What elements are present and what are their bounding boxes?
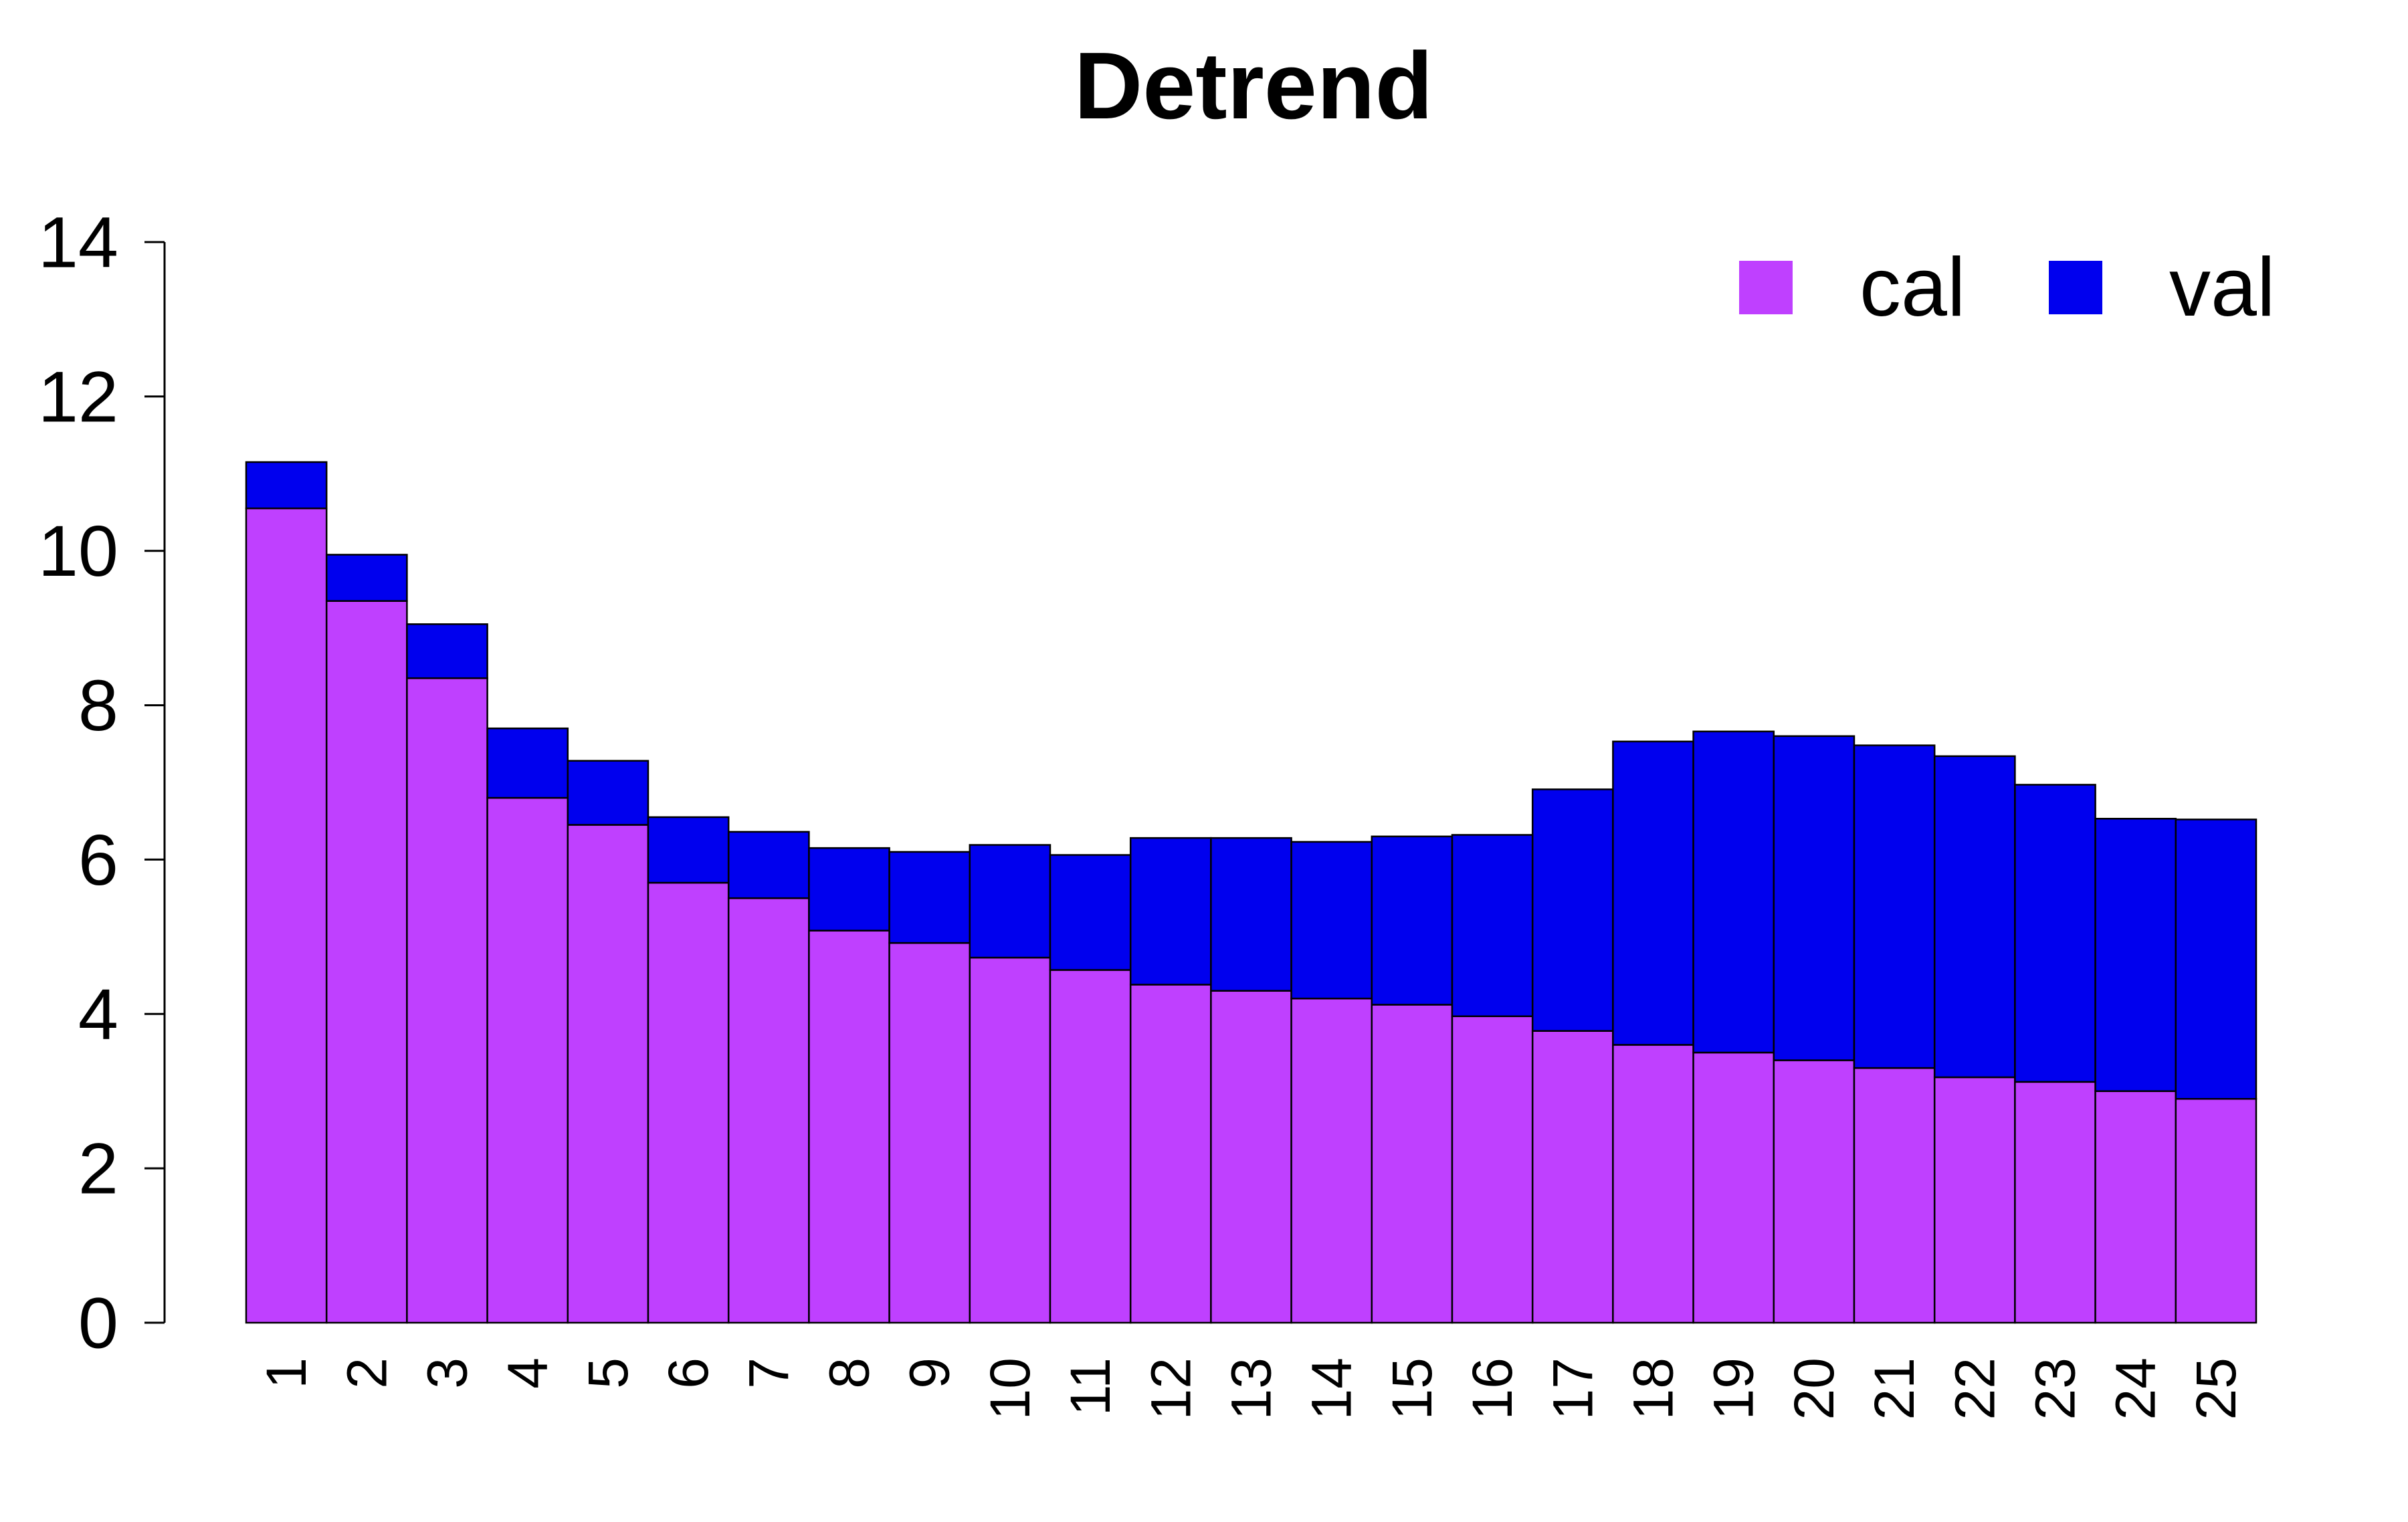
bar-val-22: [1933, 755, 2016, 1079]
bar-cal-11: [1049, 969, 1132, 1324]
bar-val-24: [2094, 818, 2177, 1092]
x-tick-label: 21: [1863, 1357, 1926, 1420]
x-tick-label: 12: [1139, 1357, 1202, 1420]
x-tick-label: 7: [737, 1357, 800, 1389]
bar-cal-14: [1290, 997, 1373, 1324]
x-tick-label: 8: [818, 1357, 881, 1389]
x-tick-label: 16: [1461, 1357, 1524, 1420]
bar-val-8: [808, 847, 890, 932]
bar-val-14: [1290, 841, 1373, 1000]
bar-val-19: [1692, 730, 1775, 1054]
chart-title: Detrend: [1074, 33, 1433, 139]
bar-val-23: [2014, 784, 2096, 1083]
y-tick-label: 4: [78, 974, 118, 1055]
bar-val-5: [567, 760, 649, 826]
bar-val-18: [1612, 740, 1694, 1046]
bar-cal-8: [808, 930, 890, 1324]
bar-cal-18: [1612, 1044, 1694, 1324]
x-tick-label: 9: [898, 1357, 961, 1389]
y-tick-label: 0: [78, 1283, 118, 1364]
x-tick-label: 13: [1220, 1357, 1283, 1420]
bar-val-2: [325, 554, 408, 602]
y-tick-label: 14: [38, 202, 118, 283]
bar-cal-3: [406, 677, 488, 1324]
y-tick-label: 8: [78, 665, 118, 746]
y-tick-label: 10: [38, 510, 118, 591]
bar-val-10: [969, 844, 1051, 959]
bar-val-6: [647, 816, 730, 884]
bar-val-4: [486, 727, 569, 799]
bar-cal-12: [1129, 984, 1212, 1324]
bar-cal-17: [1531, 1030, 1614, 1324]
bar-cal-4: [486, 796, 569, 1324]
bar-cal-5: [567, 824, 649, 1324]
x-tick-label: 1: [255, 1357, 318, 1389]
x-tick-label: 22: [1943, 1357, 2006, 1420]
x-axis: 1 2 3 4 5 6 7 8 9 10 11 12 13 14 15 16 17 18 19 20 21 22 23 24 2…: [255, 1357, 2247, 1420]
y-tick-label: 12: [38, 356, 118, 437]
bar-val-21: [1853, 744, 1936, 1069]
bar-val-20: [1773, 735, 1855, 1061]
bars: [245, 461, 2258, 1324]
x-tick-label: 2: [335, 1357, 398, 1389]
x-tick-label: 23: [2024, 1357, 2087, 1420]
bar-cal-13: [1210, 990, 1292, 1324]
legend: cal val: [1739, 241, 2276, 334]
bar-val-1: [245, 461, 328, 510]
bar-cal-2: [325, 600, 408, 1324]
bar-cal-9: [888, 942, 971, 1324]
x-tick-label: 10: [979, 1357, 1041, 1420]
bar-val-3: [406, 623, 488, 679]
x-tick-label: 19: [1702, 1357, 1765, 1420]
bar-cal-1: [245, 507, 328, 1324]
bar-cal-6: [647, 881, 730, 1324]
legend-label-val: val: [2169, 241, 2276, 334]
bar-cal-25: [2175, 1098, 2258, 1324]
bar-val-11: [1049, 854, 1132, 971]
bar-val-15: [1371, 835, 1453, 1006]
y-tick-label: 2: [78, 1128, 118, 1209]
bar-cal-21: [1853, 1067, 1936, 1324]
bar-val-7: [727, 831, 810, 899]
bar-cal-16: [1451, 1015, 1534, 1324]
x-tick-label: 25: [2185, 1357, 2247, 1420]
bar-val-9: [888, 851, 971, 944]
x-tick-label: 4: [496, 1357, 559, 1389]
x-tick-label: 3: [416, 1357, 479, 1389]
bar-cal-15: [1371, 1004, 1453, 1324]
bar-cal-24: [2094, 1090, 2177, 1324]
x-tick-label: 6: [657, 1357, 720, 1389]
bar-val-17: [1531, 788, 1614, 1032]
x-tick-label: 15: [1381, 1357, 1443, 1420]
x-tick-label: 5: [577, 1357, 639, 1389]
bar-val-12: [1129, 837, 1212, 986]
x-tick-label: 11: [1059, 1357, 1122, 1416]
x-tick-label: 24: [2104, 1357, 2167, 1420]
bar-cal-7: [727, 897, 810, 1324]
bar-cal-10: [969, 956, 1051, 1324]
y-tick-label: 6: [78, 819, 118, 900]
bar-cal-20: [1773, 1059, 1855, 1324]
bar-cal-19: [1692, 1051, 1775, 1324]
x-tick-label: 17: [1541, 1357, 1604, 1420]
bar-val-25: [2175, 819, 2258, 1100]
bar-cal-23: [2014, 1081, 2096, 1324]
x-tick-label: 14: [1300, 1357, 1363, 1420]
x-tick-label: 18: [1622, 1357, 1685, 1420]
legend-swatch-cal: [1739, 261, 1793, 314]
bar-val-16: [1451, 834, 1534, 1017]
y-axis: 0 2 4 6 8 10 12 14: [38, 202, 166, 1364]
legend-label-cal: cal: [1860, 241, 1966, 334]
bar-val-13: [1210, 837, 1292, 992]
bar-cal-22: [1933, 1076, 2016, 1324]
legend-swatch-val: [2049, 261, 2102, 314]
x-tick-label: 20: [1783, 1357, 1845, 1420]
